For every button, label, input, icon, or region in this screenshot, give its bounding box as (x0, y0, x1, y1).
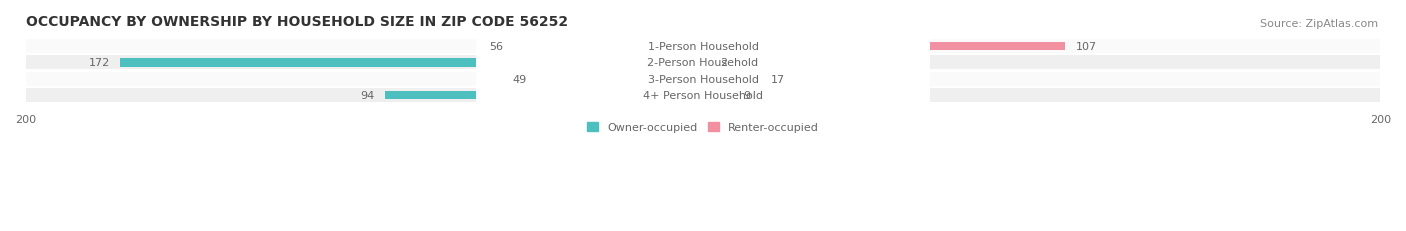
Text: 3-Person Household: 3-Person Household (648, 74, 758, 84)
Bar (121, 59, 703, 67)
FancyBboxPatch shape (477, 43, 929, 116)
Bar (703, 43, 1066, 51)
Bar (537, 75, 703, 84)
Text: 107: 107 (1076, 42, 1097, 52)
FancyBboxPatch shape (477, 27, 929, 100)
Text: OCCUPANCY BY OWNERSHIP BY HOUSEHOLD SIZE IN ZIP CODE 56252: OCCUPANCY BY OWNERSHIP BY HOUSEHOLD SIZE… (25, 15, 568, 29)
Text: 2-Person Household: 2-Person Household (647, 58, 759, 68)
Text: 56: 56 (489, 42, 503, 52)
Text: 4+ Person Household: 4+ Person Household (643, 91, 763, 100)
Bar (385, 91, 703, 100)
Text: 49: 49 (513, 74, 527, 84)
Text: 94: 94 (360, 91, 374, 100)
FancyBboxPatch shape (477, 59, 929, 132)
Bar (25, 56, 1381, 70)
Text: 17: 17 (770, 74, 785, 84)
Bar (25, 89, 1381, 102)
Bar (513, 43, 703, 51)
Text: Source: ZipAtlas.com: Source: ZipAtlas.com (1260, 18, 1378, 28)
Bar (703, 59, 710, 67)
Bar (25, 72, 1381, 86)
Legend: Owner-occupied, Renter-occupied: Owner-occupied, Renter-occupied (582, 119, 824, 137)
Text: 9: 9 (744, 91, 751, 100)
Bar (703, 75, 761, 84)
Bar (703, 91, 734, 100)
FancyBboxPatch shape (477, 10, 929, 83)
Text: 1-Person Household: 1-Person Household (648, 42, 758, 52)
Text: 172: 172 (89, 58, 110, 68)
Bar (25, 40, 1381, 54)
Text: 2: 2 (720, 58, 727, 68)
